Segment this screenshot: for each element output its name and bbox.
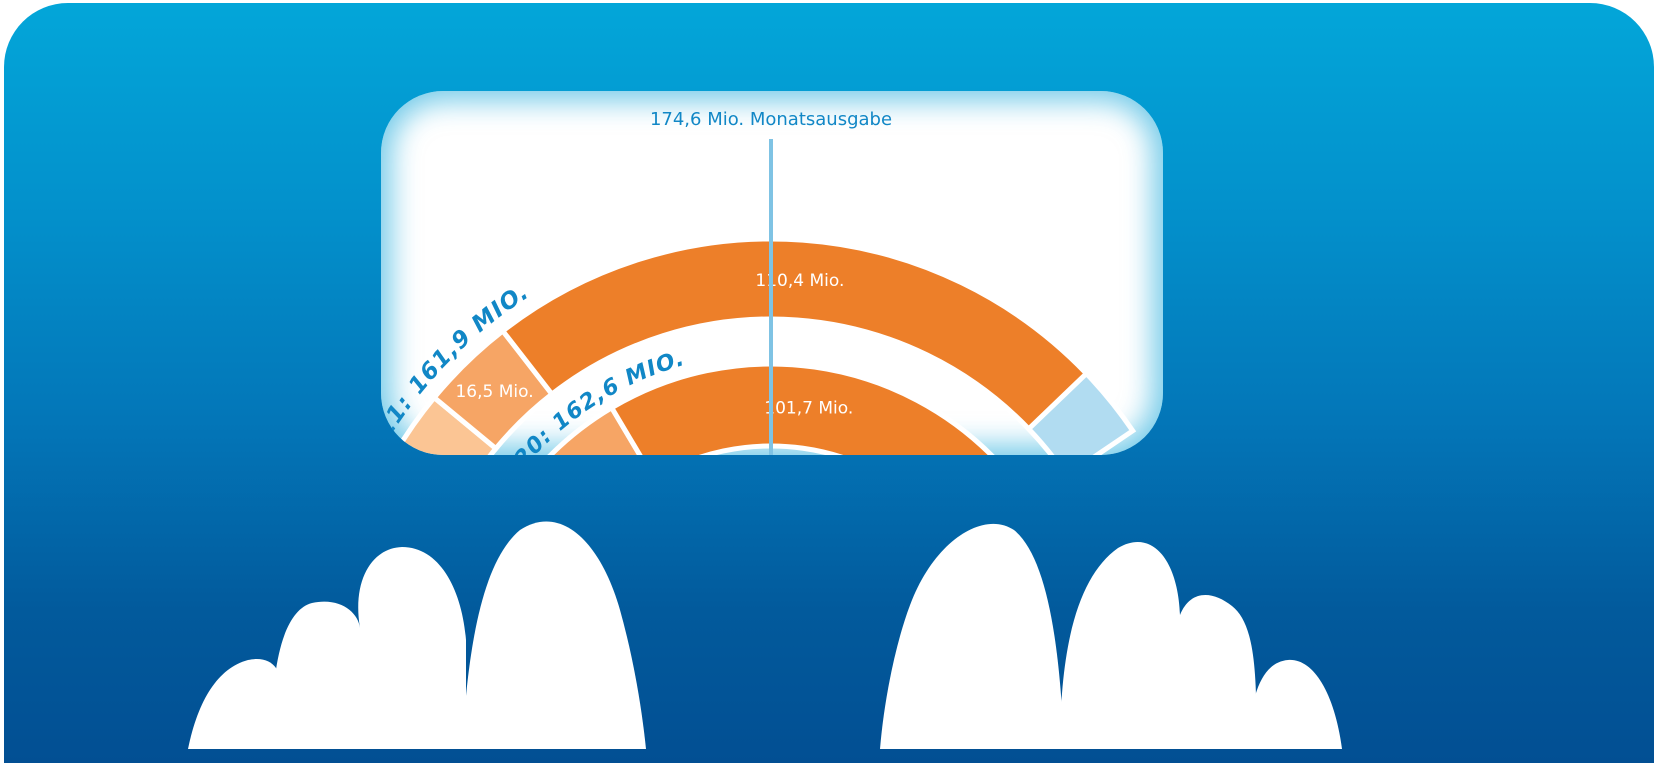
ring-0-remainder xyxy=(1025,369,1137,455)
segment-label-1-2: 101,7 Mio. xyxy=(764,399,853,419)
chart-display: 35,0Mio.16,5 Mio.110,4 Mio.31,9Mio.29,0M… xyxy=(381,91,1163,455)
right-foot-big-toe xyxy=(880,523,1064,749)
ring-0-segment-2 xyxy=(499,236,1090,433)
scale-body: 35,0Mio.16,5 Mio.110,4 Mio.31,9Mio.29,0M… xyxy=(4,3,1654,763)
left-foot-middle-toe xyxy=(271,547,466,749)
half-donut-chart: 35,0Mio.16,5 Mio.110,4 Mio.31,9Mio.29,0M… xyxy=(381,109,1137,455)
left-foot-big-toe xyxy=(462,521,646,749)
right-foot-outer-toe xyxy=(1248,659,1342,749)
ring-1 xyxy=(547,361,995,455)
ring-0 xyxy=(391,236,1137,455)
max-label: 174,6 Mio. Monatsausgabe xyxy=(650,109,892,130)
right-foot-middle-toe xyxy=(1060,542,1257,749)
ring-1-segment-2 xyxy=(608,361,995,455)
segment-label-0-2: 110,4 Mio. xyxy=(755,271,844,291)
segment-label-0-1: 16,5 Mio. xyxy=(455,382,533,402)
left-foot-outer-toe xyxy=(188,659,282,749)
